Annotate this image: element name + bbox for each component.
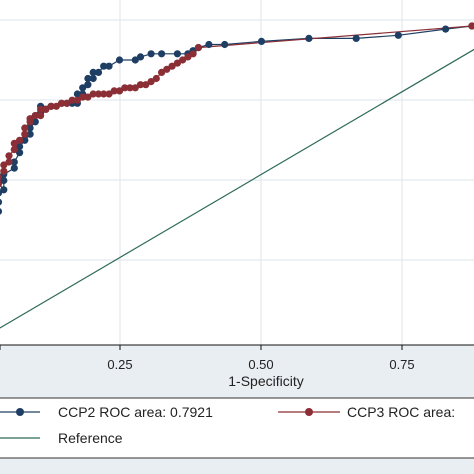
ccp3-roc-point — [79, 93, 87, 101]
ccp2-roc-point — [100, 62, 108, 70]
ccp3-roc-point — [47, 102, 55, 110]
ccp3-roc-point — [58, 99, 66, 107]
ccp2-roc-point — [221, 40, 229, 49]
legend-box — [0, 397, 474, 459]
ccp2-roc-point — [94, 68, 103, 76]
ccp3-roc-point — [31, 112, 39, 120]
ccp3-roc-point — [184, 53, 192, 61]
ccp3-roc-point — [94, 90, 103, 98]
ccp2-roc-point — [84, 81, 92, 89]
ccp3-roc-point — [121, 84, 129, 92]
ccp2-roc-point — [79, 84, 87, 92]
ccp3-roc-point — [63, 99, 71, 107]
ccp2-roc-points — [0, 22, 474, 215]
ccp2-roc-point — [84, 74, 92, 83]
ccp2-roc-point — [89, 68, 97, 76]
x-tick-label: 0.50 — [248, 357, 273, 372]
legend-ccp2-label: CCP2 ROC area: 0.7921 — [58, 404, 213, 420]
ccp2-roc-point — [31, 118, 39, 126]
ccp2-roc-point — [10, 158, 18, 166]
ccp3-roc-point — [105, 90, 113, 98]
ccp3-roc-point — [10, 146, 18, 154]
legend: CCP2 ROC area: 0.7921 CCP3 ROC area: Ref… — [0, 397, 474, 459]
ccp3-roc-point — [37, 112, 45, 120]
ccp3-roc-point — [179, 56, 187, 64]
ccp3-roc-point — [5, 152, 13, 160]
ccp2-roc-point — [26, 124, 34, 132]
ccp2-roc-point — [352, 34, 360, 43]
ccp2-roc-point — [16, 149, 24, 157]
ccp3-roc-point — [147, 78, 155, 86]
ccp3-roc-point — [126, 84, 134, 92]
ccp3-roc-point — [158, 68, 166, 76]
ccp2-roc-point — [205, 40, 213, 49]
x-tick-label: 0.75 — [389, 357, 414, 372]
ccp2-roc-point — [26, 130, 34, 138]
ccp3-roc-point — [73, 96, 81, 104]
ccp2-roc-point — [136, 53, 145, 61]
x-axis-title: 1-Specificity — [228, 373, 303, 389]
x-axis-ticks: 0.25 0.50 0.75 — [0, 345, 415, 372]
x-tick-label: 0.25 — [107, 357, 132, 372]
ccp3-roc-point — [115, 87, 124, 95]
ccp2-roc-point — [442, 25, 450, 33]
series-layer — [0, 22, 474, 329]
legend-ccp2-swatch-marker — [16, 408, 24, 416]
ccp3-roc-point — [0, 161, 8, 169]
ccp3-roc-point — [42, 105, 50, 113]
ccp2-roc-point — [89, 74, 97, 83]
ccp3-roc-point — [0, 167, 8, 175]
reference-line — [0, 48, 474, 329]
ccp2-roc-point — [173, 50, 181, 58]
ccp3-roc-point — [194, 44, 202, 52]
ccp3-roc-point — [26, 115, 34, 123]
ccp3-roc-point — [10, 139, 18, 147]
ccp2-roc-point — [105, 62, 113, 70]
ccp3-roc-point — [52, 102, 61, 110]
ccp2-roc-point — [158, 50, 166, 58]
ccp3-roc-point — [21, 124, 29, 132]
ccp2-roc-point — [0, 176, 8, 185]
ccp2-roc-point — [131, 56, 139, 64]
ccp3-roc-point — [0, 180, 3, 187]
ccp2-roc-point — [21, 136, 29, 144]
ccp2-roc-point — [73, 90, 81, 98]
ccp2-roc-point — [147, 50, 155, 58]
ccp3-roc-point — [110, 87, 118, 95]
ccp3-roc-point — [168, 62, 176, 70]
ccp3-roc-point — [173, 59, 181, 67]
legend-ccp3-label: CCP3 ROC area: — [347, 404, 455, 420]
legend-ccp3-swatch-marker — [305, 408, 313, 416]
ccp3-roc-point — [5, 158, 13, 166]
ccp2-roc-point — [10, 164, 18, 172]
ccp3-roc-point — [0, 174, 3, 181]
ccp3-roc-point — [163, 65, 171, 73]
ccp2-roc-point — [0, 208, 3, 215]
ccp3-roc-point — [152, 74, 160, 83]
ccp3-roc-point — [189, 50, 197, 58]
ccp2-roc-point — [0, 198, 3, 206]
ccp3-roc-point — [37, 105, 45, 113]
ccp2-roc-point — [115, 56, 124, 64]
plot-area — [0, 0, 474, 345]
legend-reference-label: Reference — [58, 430, 123, 446]
ccp3-roc-point — [21, 130, 29, 138]
ccp3-roc-point — [100, 90, 108, 98]
ccp2-roc-point — [257, 37, 266, 46]
ccp2-roc-point — [16, 142, 24, 151]
ccp2-roc-point — [394, 31, 402, 39]
ccp3-roc-point — [89, 90, 97, 98]
ccp3-roc-point — [68, 96, 76, 104]
ccp3-roc-point — [136, 81, 145, 89]
ccp3-roc-point — [131, 84, 139, 92]
ccp3-roc-point — [468, 22, 474, 30]
ccp3-roc-point — [84, 93, 92, 101]
ccp2-roc-point — [305, 34, 313, 43]
ccp2-roc-point — [0, 186, 8, 194]
ccp3-roc-point — [16, 136, 24, 144]
ccp3-roc-points — [0, 22, 474, 187]
ccp3-roc-point — [142, 81, 150, 89]
